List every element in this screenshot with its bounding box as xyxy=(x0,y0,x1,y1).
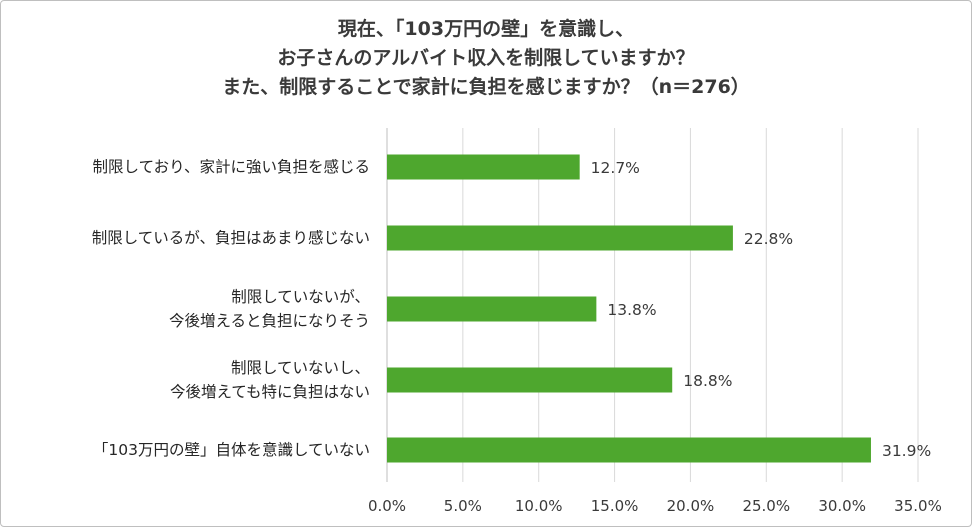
chart-title-line-2: お子さんのアルバイト収入を制限していますか？ xyxy=(277,47,695,69)
x-tick-label-7: 35.0% xyxy=(894,497,942,515)
category-label-3-line-0: 制限していないし、 xyxy=(230,359,370,377)
x-tick-label-5: 25.0% xyxy=(742,497,790,515)
chart-title-line-3: また、制限することで家計に負担を感じますか？（n＝276） xyxy=(222,76,750,98)
category-label-4-line-0: 「103万円の壁」自体を意識していない xyxy=(92,441,370,459)
category-label-3-line-1: 今後増えても特に負担はない xyxy=(170,383,370,401)
category-label-2-line-1: 今後増えると負担になりそう xyxy=(168,312,370,330)
bar-1 xyxy=(387,225,733,251)
category-label-2: 制限していないが、今後増えると負担になりそう xyxy=(169,285,370,333)
data-label-3: 18.8% xyxy=(683,372,732,390)
x-tick-label-2: 10.0% xyxy=(515,497,563,515)
data-label-1: 22.8% xyxy=(744,230,793,248)
data-label-0: 12.7% xyxy=(591,159,640,177)
x-tick-label-4: 20.0% xyxy=(667,497,715,515)
data-label-4: 31.9% xyxy=(882,442,931,460)
bar-0 xyxy=(387,154,580,180)
category-label-0-line-0: 制限しており、家計に強い負担を感じる xyxy=(92,158,370,176)
x-tick-label-3: 15.0% xyxy=(591,497,639,515)
category-label-1-line-0: 制限しているが、負担はあまり感じない xyxy=(91,229,370,247)
x-tick-label-1: 5.0% xyxy=(444,497,482,515)
bar-3 xyxy=(387,367,673,393)
data-label-2: 13.8% xyxy=(607,301,656,319)
chart-title-line-1: 現在、「103万円の壁」を意識し、 xyxy=(337,18,635,40)
category-label-0: 制限しており、家計に強い負担を感じる xyxy=(93,155,370,179)
bar-4 xyxy=(387,437,871,463)
category-label-4: 「103万円の壁」自体を意識していない xyxy=(93,438,370,462)
category-label-1: 制限しているが、負担はあまり感じない xyxy=(92,226,370,250)
bar-2 xyxy=(387,296,597,322)
category-label-2-line-0: 制限していないが、 xyxy=(231,288,370,306)
x-tick-label-6: 30.0% xyxy=(818,497,866,515)
x-tick-label-0: 0.0% xyxy=(368,497,406,515)
category-label-3: 制限していないし、今後増えても特に負担はない xyxy=(170,356,370,404)
